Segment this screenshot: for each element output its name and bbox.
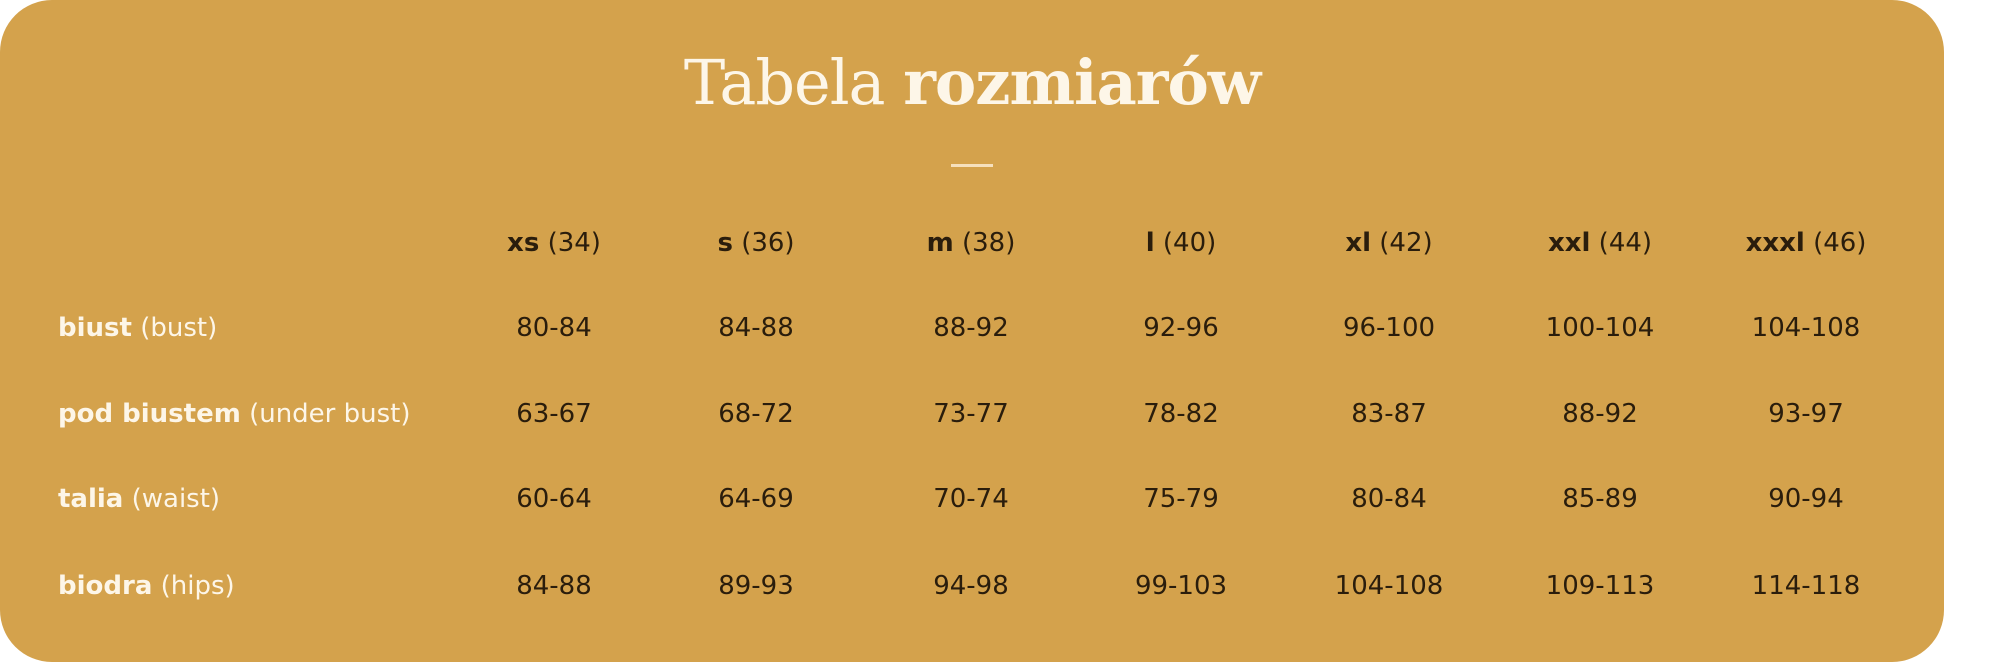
size-label: xs	[507, 228, 540, 258]
table-cell: 89-93	[718, 571, 794, 601]
table-cell: 114-118	[1751, 571, 1861, 601]
divider	[951, 164, 993, 167]
row-label-pl: talia	[58, 484, 124, 514]
table-cell: 90-94	[1768, 484, 1844, 514]
row-label: pod biustem (under bust)	[58, 399, 411, 429]
title-light: Tabela	[683, 46, 886, 119]
row-label-en: (hips)	[160, 571, 235, 601]
row-label: biust (bust)	[58, 313, 217, 343]
table-cell: 73-77	[933, 399, 1009, 429]
table-cell: 80-84	[1351, 484, 1427, 514]
size-label: xl	[1345, 228, 1372, 258]
column-header: xxxl (46)	[1746, 228, 1867, 258]
table-cell: 99-103	[1134, 571, 1228, 601]
row-label-pl: biust	[58, 313, 132, 343]
column-header: s (36)	[717, 228, 794, 258]
eu-size: (36)	[741, 228, 795, 258]
eu-size: (38)	[961, 228, 1016, 258]
table-cell: 83-87	[1351, 399, 1427, 429]
table-cell: 88-92	[1562, 399, 1638, 429]
table-cell: 64-69	[718, 484, 794, 514]
table-cell: 75-79	[1143, 484, 1219, 514]
table-cell: 104-108	[1751, 313, 1861, 343]
table-cell: 85-89	[1562, 484, 1638, 514]
table-cell: 94-98	[933, 571, 1009, 601]
size-label: m	[926, 228, 954, 258]
size-label: l	[1145, 228, 1155, 258]
row-label-en: (bust)	[140, 313, 218, 343]
table-cell: 70-74	[933, 484, 1009, 514]
column-header: xl (42)	[1345, 228, 1432, 258]
row-label: talia (waist)	[58, 484, 220, 514]
table-cell: 78-82	[1143, 399, 1219, 429]
table-cell: 96-100	[1342, 313, 1436, 343]
table-cell: 109-113	[1545, 571, 1655, 601]
eu-size: (42)	[1379, 228, 1433, 258]
table-cell: 84-88	[718, 313, 794, 343]
table-cell: 84-88	[516, 571, 592, 601]
row-label-en: (under bust)	[249, 399, 411, 429]
row-label-pl: biodra	[58, 571, 153, 601]
table-cell: 93-97	[1768, 399, 1844, 429]
row-label: biodra (hips)	[58, 571, 235, 601]
title-bold: rozmiarów	[903, 46, 1261, 119]
eu-size: (46)	[1813, 228, 1867, 258]
size-chart-card: Tabela rozmiarów xs (34) s (36) m (38) l (4…	[0, 0, 1944, 662]
table-cell: 68-72	[718, 399, 794, 429]
size-label: xxxl	[1745, 228, 1805, 258]
table-cell: 80-84	[516, 313, 592, 343]
eu-size: (44)	[1598, 228, 1653, 258]
table-cell: 63-67	[516, 399, 592, 429]
row-label-en: (waist)	[131, 484, 221, 514]
size-label: s	[717, 228, 733, 258]
column-header: xs (34)	[507, 228, 601, 258]
table-cell: 60-64	[516, 484, 592, 514]
column-header: l (40)	[1146, 228, 1217, 258]
size-label: xxl	[1547, 228, 1591, 258]
eu-size: (34)	[547, 228, 601, 258]
table-cell: 92-96	[1143, 313, 1219, 343]
table-cell: 100-104	[1545, 313, 1655, 343]
column-header: m (38)	[927, 228, 1016, 258]
row-label-pl: pod biustem	[58, 399, 241, 429]
page-title: Tabela rozmiarów	[0, 46, 1944, 119]
table-cell: 88-92	[933, 313, 1009, 343]
eu-size: (40)	[1162, 228, 1217, 258]
column-header: xxl (44)	[1548, 228, 1652, 258]
table-cell: 104-108	[1334, 571, 1444, 601]
